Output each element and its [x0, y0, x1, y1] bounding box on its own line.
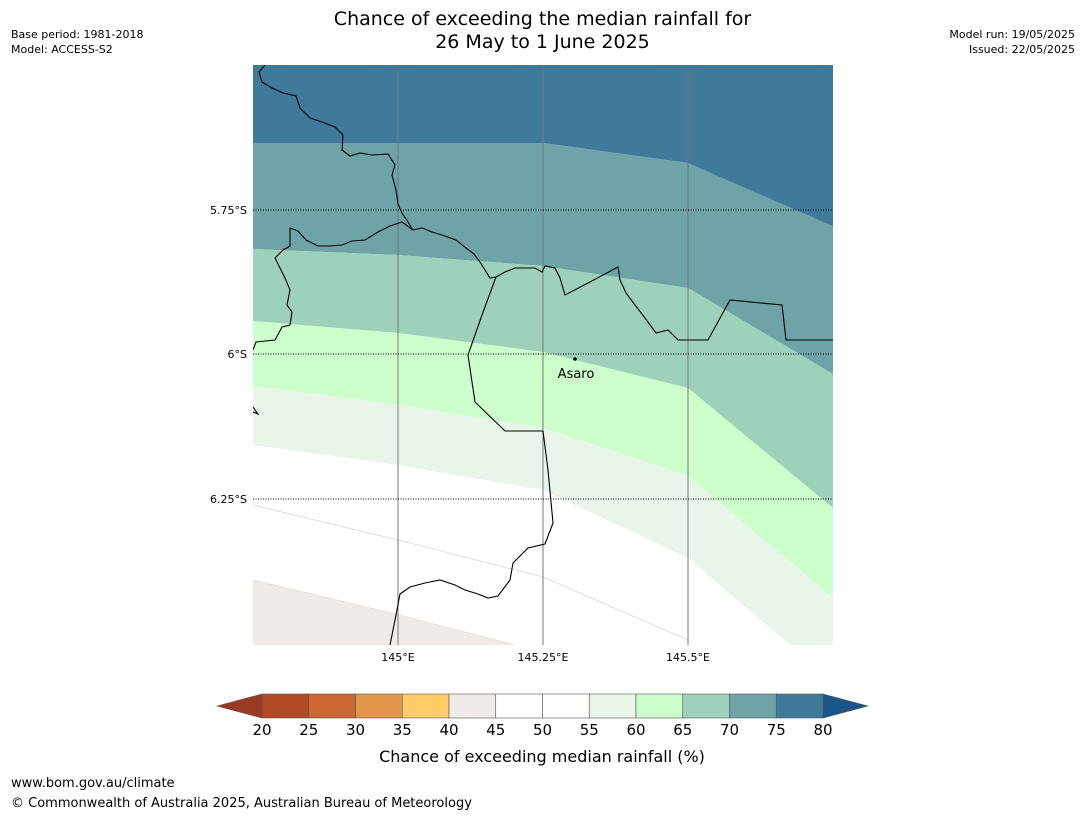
lon-label-145: 145°E — [381, 651, 414, 664]
colorbar-tick-label: 75 — [767, 721, 786, 739]
lat-label-6-25: 6.25°S — [210, 493, 247, 506]
colorbar-tick-label: 40 — [439, 721, 458, 739]
chart-title: Chance of exceeding the median rainfall … — [0, 8, 1085, 54]
colorbar-segment — [682, 693, 730, 719]
title-line-1: Chance of exceeding the median rainfall … — [333, 8, 752, 30]
province-border-north — [253, 65, 414, 351]
contour-45 — [253, 579, 516, 645]
band-40-45 — [253, 580, 515, 645]
model-name: Model: ACCESS-S2 — [11, 43, 113, 56]
province-border-fragment — [253, 406, 260, 416]
colorbar-tick-label: 60 — [626, 721, 645, 739]
colorbar-segment — [308, 693, 356, 719]
colorbar-tick-label: 30 — [346, 721, 365, 739]
colorbar-tick-label: 55 — [580, 721, 599, 739]
colorbar-segment — [588, 693, 637, 719]
colorbar-segment — [401, 693, 450, 719]
colorbar-segment — [542, 693, 590, 719]
province-border-east — [412, 227, 833, 341]
colorbar-segments — [261, 693, 824, 719]
issued-date: Issued: 22/05/2025 — [968, 43, 1075, 56]
colorbar-tick-label: 25 — [299, 721, 318, 739]
lat-label-5-75: 5.75°S — [210, 204, 247, 217]
title-line-2: 26 May to 1 June 2025 — [435, 31, 650, 53]
meta-left: Base period: 1981-2018 Model: ACCESS-S2 — [11, 27, 143, 57]
lon-label-145-5: 145.5°E — [666, 651, 710, 664]
colorbar-tick-label: 70 — [720, 721, 739, 739]
footer-copyright: © Commonwealth of Australia 2025, Austra… — [11, 796, 472, 811]
colorbar-segment — [729, 693, 777, 719]
place-marker — [573, 357, 577, 361]
colorbar-tick-label: 80 — [813, 721, 832, 739]
meta-right: Model run: 19/05/2025 Issued: 22/05/2025 — [949, 27, 1075, 57]
colorbar-right-extension — [822, 693, 870, 719]
province-border-central — [389, 276, 554, 645]
colorbar-label: Chance of exceeding median rainfall (%) — [379, 747, 705, 766]
colorbar-tick-label: 65 — [673, 721, 692, 739]
colorbar-segment — [635, 693, 684, 719]
colorbar-left-extension — [215, 693, 263, 719]
lon-label-145-25: 145.25°E — [518, 651, 569, 664]
map-panel — [253, 65, 833, 645]
colorbar-segment — [495, 693, 543, 719]
lat-label-6: 6°S — [228, 348, 247, 361]
colorbar-tick-label: 50 — [533, 721, 552, 739]
base-period: Base period: 1981-2018 — [11, 28, 144, 41]
colorbar-tick-label: 45 — [486, 721, 505, 739]
model-run: Model run: 19/05/2025 — [949, 28, 1075, 41]
colorbar-tick-label: 20 — [252, 721, 271, 739]
colorbar: 20 25 30 35 40 45 50 55 60 65 70 75 80 — [215, 693, 870, 739]
colorbar-segment — [448, 693, 497, 719]
colorbar-ticks: 20 25 30 35 40 45 50 55 60 65 70 75 80 — [252, 721, 832, 739]
colorbar-tick-label: 35 — [393, 721, 412, 739]
colorbar-segment — [775, 693, 824, 719]
colorbar-segment — [261, 693, 310, 719]
contour-50 — [253, 504, 689, 641]
place-label: Asaro — [558, 367, 595, 382]
footer-url[interactable]: www.bom.gov.au/climate — [11, 776, 175, 791]
colorbar-segment — [355, 693, 403, 719]
